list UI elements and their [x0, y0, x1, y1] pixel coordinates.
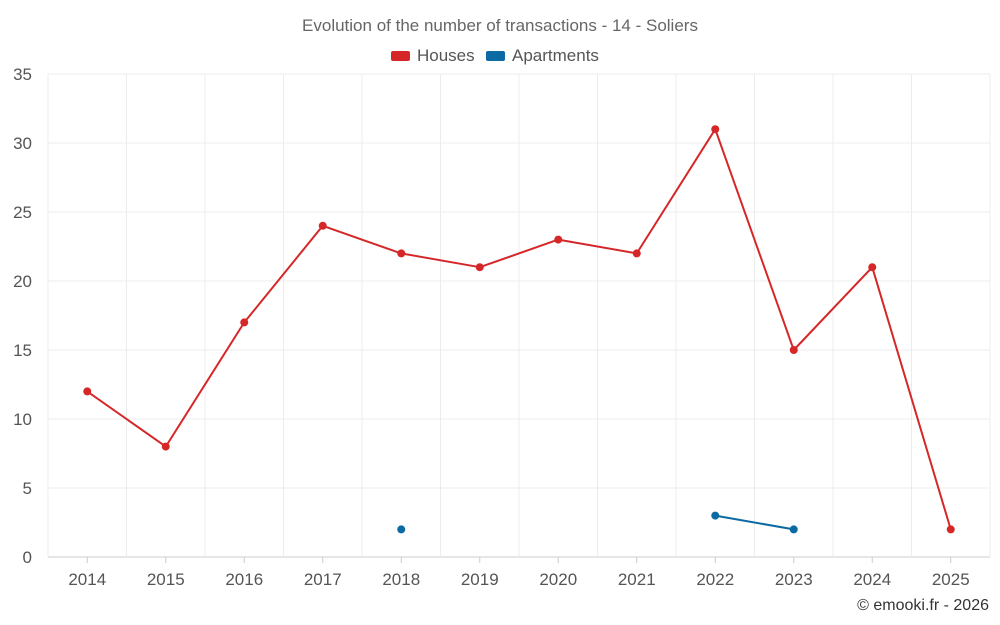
- y-tick-label: 20: [13, 272, 32, 291]
- data-point-houses-2018[interactable]: [397, 249, 406, 258]
- series-line-houses: [86, 128, 952, 530]
- x-tick-label: 2015: [147, 570, 185, 589]
- data-point-houses-2020[interactable]: [554, 235, 563, 244]
- chart-series: [83, 125, 955, 534]
- legend: Houses Apartments: [391, 46, 599, 65]
- data-point-houses-2022[interactable]: [711, 125, 720, 134]
- x-tick-label: 2018: [382, 570, 420, 589]
- data-point-houses-2025[interactable]: [946, 525, 955, 534]
- data-point-apartments-2023[interactable]: [789, 525, 798, 534]
- x-tick-label: 2017: [304, 570, 342, 589]
- x-tick-label: 2021: [618, 570, 656, 589]
- x-tick-label: 2024: [853, 570, 891, 589]
- series-line-apartments: [715, 514, 794, 531]
- data-point-houses-2019[interactable]: [475, 263, 484, 272]
- legend-item-houses[interactable]: Houses: [391, 46, 475, 65]
- y-tick-label: 5: [23, 479, 32, 498]
- x-tick-label: 2019: [461, 570, 499, 589]
- y-tick-label: 25: [13, 203, 32, 222]
- x-tick-label: 2014: [68, 570, 106, 589]
- data-point-houses-2016[interactable]: [240, 318, 249, 327]
- data-point-apartments-2018[interactable]: [397, 525, 406, 534]
- x-tick-label: 2023: [775, 570, 813, 589]
- data-point-houses-2024[interactable]: [868, 263, 877, 272]
- y-tick-label: 0: [23, 548, 32, 567]
- series-houses: [83, 125, 955, 534]
- data-point-houses-2017[interactable]: [318, 221, 327, 230]
- chart-grid: [47, 73, 991, 558]
- data-point-houses-2023[interactable]: [789, 346, 798, 354]
- data-point-houses-2021[interactable]: [632, 249, 641, 258]
- data-point-houses-2014[interactable]: [83, 387, 92, 396]
- y-tick-label: 10: [13, 410, 32, 429]
- x-tick-label: 2025: [932, 570, 970, 589]
- x-tick-label: 2022: [696, 570, 734, 589]
- x-tick-label: 2016: [225, 570, 263, 589]
- legend-label-houses: Houses: [417, 46, 475, 65]
- series-apartments: [397, 511, 798, 534]
- legend-swatch-apartments: [486, 51, 505, 61]
- legend-label-apartments: Apartments: [512, 46, 599, 65]
- y-tick-label: 30: [13, 134, 32, 153]
- chart-credit: © emooki.fr - 2026: [857, 597, 989, 614]
- y-tick-label: 15: [13, 341, 32, 360]
- chart-title: Evolution of the number of transactions …: [302, 16, 698, 35]
- x-tick-label: 2020: [539, 570, 577, 589]
- legend-swatch-houses: [391, 51, 410, 61]
- legend-item-apartments[interactable]: Apartments: [486, 46, 599, 65]
- y-tick-label: 35: [13, 65, 32, 84]
- data-point-houses-2015[interactable]: [161, 442, 170, 451]
- data-point-apartments-2022[interactable]: [711, 511, 720, 520]
